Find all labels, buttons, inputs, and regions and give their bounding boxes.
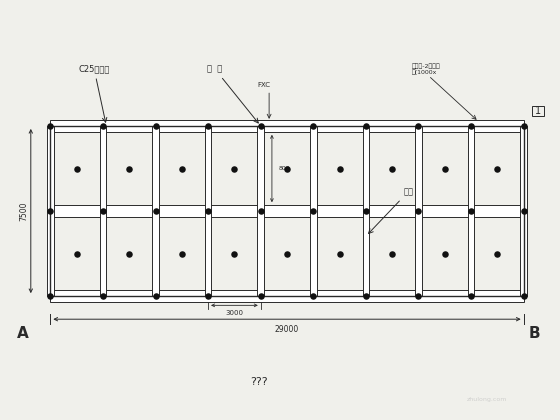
Text: ???: ???: [250, 377, 268, 387]
Text: zhulong.com: zhulong.com: [467, 396, 507, 402]
Point: [46, 208, 55, 215]
Bar: [362, 126, 369, 296]
Point: [256, 208, 265, 215]
Text: FXC: FXC: [257, 82, 270, 88]
Text: 弓(1000x: 弓(1000x: [412, 69, 437, 75]
Point: [388, 250, 396, 257]
Bar: [310, 126, 316, 296]
Point: [125, 250, 134, 257]
Point: [151, 123, 160, 129]
Bar: [152, 126, 159, 296]
Text: 29000: 29000: [275, 326, 299, 334]
Point: [204, 208, 213, 215]
Text: C25级格构: C25级格构: [78, 64, 110, 122]
Point: [309, 208, 318, 215]
Text: A: A: [17, 326, 28, 341]
Text: 800: 800: [279, 166, 290, 171]
Point: [519, 293, 528, 299]
Point: [361, 208, 370, 215]
Point: [414, 293, 423, 299]
Point: [256, 123, 265, 129]
Point: [230, 250, 239, 257]
Point: [178, 250, 186, 257]
Text: 3000: 3000: [226, 310, 244, 316]
Point: [493, 250, 502, 257]
Point: [440, 165, 449, 172]
Point: [414, 208, 423, 215]
Bar: [468, 126, 474, 296]
Point: [151, 293, 160, 299]
Bar: [47, 126, 54, 296]
Bar: [415, 126, 422, 296]
Point: [99, 123, 108, 129]
Point: [256, 293, 265, 299]
Point: [72, 250, 81, 257]
Point: [283, 250, 292, 257]
Bar: [100, 126, 106, 296]
Text: 1: 1: [535, 106, 541, 116]
Text: B: B: [529, 326, 540, 341]
Point: [46, 123, 55, 129]
Point: [519, 123, 528, 129]
Bar: [520, 126, 527, 296]
Point: [493, 165, 502, 172]
Point: [283, 165, 292, 172]
Point: [178, 165, 186, 172]
Point: [519, 208, 528, 215]
Point: [335, 165, 344, 172]
Point: [309, 123, 318, 129]
Point: [414, 123, 423, 129]
Point: [361, 293, 370, 299]
Point: [99, 208, 108, 215]
Point: [335, 250, 344, 257]
Point: [204, 293, 213, 299]
Bar: [532, 106, 544, 116]
Point: [388, 165, 396, 172]
Point: [466, 123, 475, 129]
Point: [440, 250, 449, 257]
Text: 六棹房-2型弓上: 六棹房-2型弓上: [412, 64, 440, 69]
Point: [361, 123, 370, 129]
Point: [151, 208, 160, 215]
Text: 锁索: 锁索: [368, 187, 413, 234]
Point: [125, 165, 134, 172]
Point: [204, 123, 213, 129]
Bar: [205, 126, 212, 296]
Point: [309, 293, 318, 299]
Bar: [50, 120, 524, 132]
Bar: [258, 126, 264, 296]
Bar: [50, 290, 524, 302]
Point: [46, 293, 55, 299]
Point: [72, 165, 81, 172]
Bar: [50, 205, 524, 217]
Text: 锁  杆: 锁 杆: [207, 64, 258, 123]
Point: [466, 293, 475, 299]
Point: [466, 208, 475, 215]
Text: 7500: 7500: [20, 201, 29, 221]
Point: [99, 293, 108, 299]
Bar: [50, 126, 524, 296]
Point: [230, 165, 239, 172]
